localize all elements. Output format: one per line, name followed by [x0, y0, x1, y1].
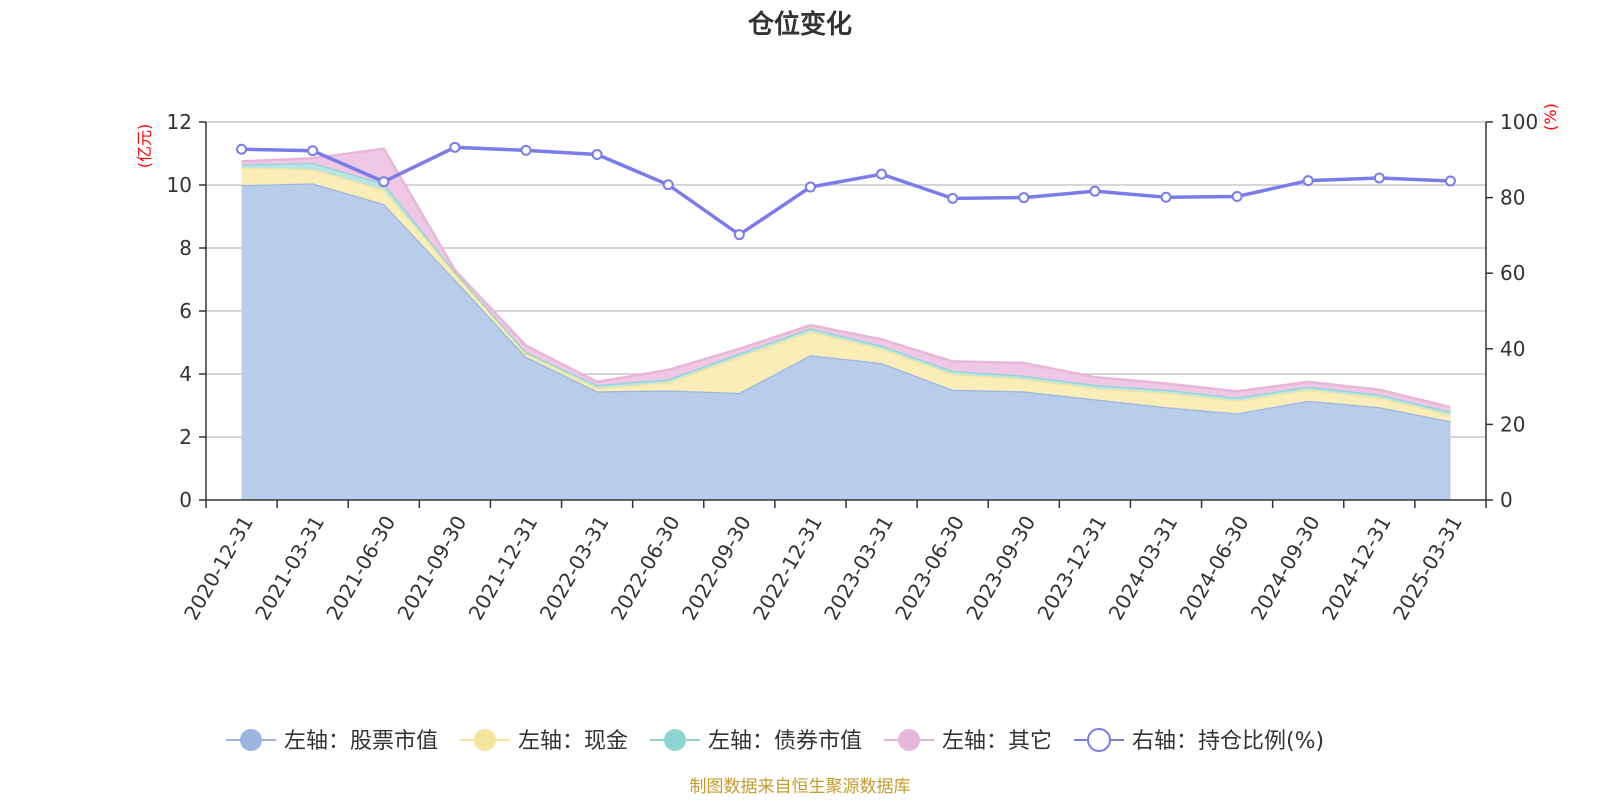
ratio-point[interactable]: [1018, 192, 1030, 204]
legend-item[interactable]: 左轴：其它: [884, 729, 1052, 754]
x-axis-tick-label: 2025-03-31: [1388, 512, 1467, 625]
area-edge-左轴：其它: [241, 147, 1451, 409]
area-左轴：现金: [241, 167, 1451, 422]
legend-item[interactable]: 左轴：债券市值: [650, 729, 862, 754]
x-axis-tick-label: 2023-06-30: [890, 512, 969, 625]
x-axis-tick-label: 2024-03-31: [1104, 512, 1183, 625]
stacked-areas: [241, 147, 1451, 501]
ratio-point[interactable]: [449, 141, 461, 153]
x-axis-tick-label: 2024-09-30: [1246, 512, 1325, 625]
ratio-point[interactable]: [1089, 185, 1101, 197]
x-axis-tick-label: 2022-12-31: [748, 512, 827, 625]
x-axis-tick-label: 2024-12-31: [1317, 512, 1396, 625]
left-axis-tick-label: 6: [179, 299, 192, 323]
right-axis-tick-label: 100: [1500, 110, 1538, 134]
right-axis-tick-label: 0: [1500, 488, 1513, 512]
legend-label: 右轴：持仓比例(%): [1132, 729, 1324, 754]
right-axis-tick-label: 60: [1500, 261, 1525, 285]
legend: 左轴：股票市值 左轴：现金 左轴：债券市值 左轴：其它 右轴：持仓比例(%): [226, 728, 1324, 754]
right-axis-unit: (%): [1541, 103, 1560, 131]
legend-marker: [240, 729, 262, 751]
ratio-line: [236, 141, 1456, 241]
left-axis-tick-label: 4: [179, 362, 192, 386]
ratio-line-path: [241, 145, 1451, 237]
legend-item[interactable]: 左轴：现金: [460, 729, 628, 754]
ratio-point[interactable]: [804, 181, 816, 193]
ratio-point[interactable]: [307, 145, 319, 157]
x-axis-tick-label: 2023-09-30: [961, 512, 1040, 625]
ratio-point[interactable]: [1373, 172, 1385, 184]
chart-title: 仓位变化: [747, 9, 852, 40]
left-axis-tick-label: 10: [167, 173, 192, 197]
x-axis-tick-label: 2021-12-31: [464, 512, 543, 625]
left-axis-tick-label: 12: [167, 110, 192, 134]
x-axis-tick-label: 2024-06-30: [1175, 512, 1254, 625]
legend-marker: [1087, 728, 1111, 752]
legend-item[interactable]: 右轴：持仓比例(%): [1074, 728, 1324, 754]
left-axis-unit: (亿元): [135, 124, 154, 169]
ratio-point[interactable]: [520, 144, 532, 156]
ratio-point[interactable]: [1302, 175, 1314, 187]
ratio-point[interactable]: [1444, 175, 1456, 187]
ratio-point[interactable]: [1231, 190, 1243, 202]
x-axis-tick-label: 2023-03-31: [819, 512, 898, 625]
right-axis-tick-label: 80: [1500, 186, 1525, 210]
legend-label: 左轴：现金: [518, 729, 628, 754]
right-axis-tick-label: 20: [1500, 412, 1525, 436]
ratio-point[interactable]: [876, 168, 888, 180]
left-axis-tick-label: 8: [179, 236, 192, 260]
x-axis-tick-label: 2021-09-30: [392, 512, 471, 625]
ratio-point[interactable]: [1160, 191, 1172, 203]
legend-marker: [664, 729, 686, 751]
x-axis-tick-label: 2021-06-30: [321, 512, 400, 625]
legend-item[interactable]: 左轴：股票市值: [226, 729, 438, 754]
ratio-point[interactable]: [733, 229, 745, 241]
legend-label: 左轴：其它: [942, 729, 1052, 754]
ratio-point[interactable]: [662, 179, 674, 191]
x-axis-tick-label: 2023-12-31: [1032, 512, 1111, 625]
legend-marker: [474, 729, 496, 751]
legend-label: 左轴：股票市值: [284, 729, 438, 754]
ratio-point[interactable]: [378, 176, 390, 188]
area-左轴：其它: [241, 148, 1451, 412]
legend-marker: [898, 729, 920, 751]
right-axis-tick-label: 40: [1500, 337, 1525, 361]
x-axis-tick-label: 2022-09-30: [677, 512, 756, 625]
x-axis-tick-label: 2022-06-30: [606, 512, 685, 625]
area-左轴：股票市值: [241, 183, 1451, 501]
ratio-point[interactable]: [591, 149, 603, 161]
x-axis-tick-label: 2020-12-31: [179, 512, 258, 625]
x-axis-tick-label: 2021-03-31: [250, 512, 329, 625]
x-axis-tick-label: 2022-03-31: [535, 512, 614, 625]
left-axis-tick-label: 0: [179, 488, 192, 512]
left-axis-tick-label: 2: [179, 425, 192, 449]
legend-label: 左轴：债券市值: [708, 729, 862, 754]
ratio-point[interactable]: [947, 192, 959, 204]
ratio-point[interactable]: [236, 143, 248, 155]
source-note: 制图数据来自恒生聚源数据库: [690, 777, 911, 797]
